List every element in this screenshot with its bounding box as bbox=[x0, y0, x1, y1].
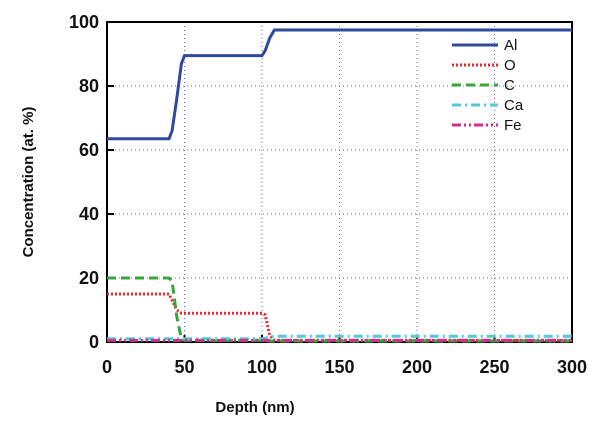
legend-label: C bbox=[504, 77, 515, 94]
x-tick-label: 300 bbox=[557, 357, 587, 377]
y-tick-label: 40 bbox=[79, 204, 99, 224]
y-axis-label: Concentration (at. %) bbox=[20, 107, 37, 258]
y-tick-label: 100 bbox=[69, 12, 99, 32]
y-tick-label: 80 bbox=[79, 76, 99, 96]
legend-label: Fe bbox=[504, 117, 522, 134]
x-tick-label: 150 bbox=[324, 357, 354, 377]
series-line bbox=[107, 28, 572, 141]
legend-label: Ca bbox=[504, 97, 524, 114]
x-tick-label: 0 bbox=[102, 357, 112, 377]
series-line bbox=[107, 292, 572, 342]
y-tick-label: 20 bbox=[79, 268, 99, 288]
series-line bbox=[107, 276, 572, 343]
y-tick-label: 60 bbox=[79, 140, 99, 160]
series-line bbox=[107, 334, 572, 341]
y-tick-label: 0 bbox=[89, 332, 99, 352]
x-tick-label: 250 bbox=[479, 357, 509, 377]
x-axis-label: Depth (nm) bbox=[215, 399, 294, 416]
x-tick-label: 100 bbox=[247, 357, 277, 377]
legend-label: O bbox=[504, 57, 516, 74]
x-tick-label: 200 bbox=[402, 357, 432, 377]
legend-label: Al bbox=[504, 37, 517, 54]
x-tick-label: 50 bbox=[174, 357, 194, 377]
